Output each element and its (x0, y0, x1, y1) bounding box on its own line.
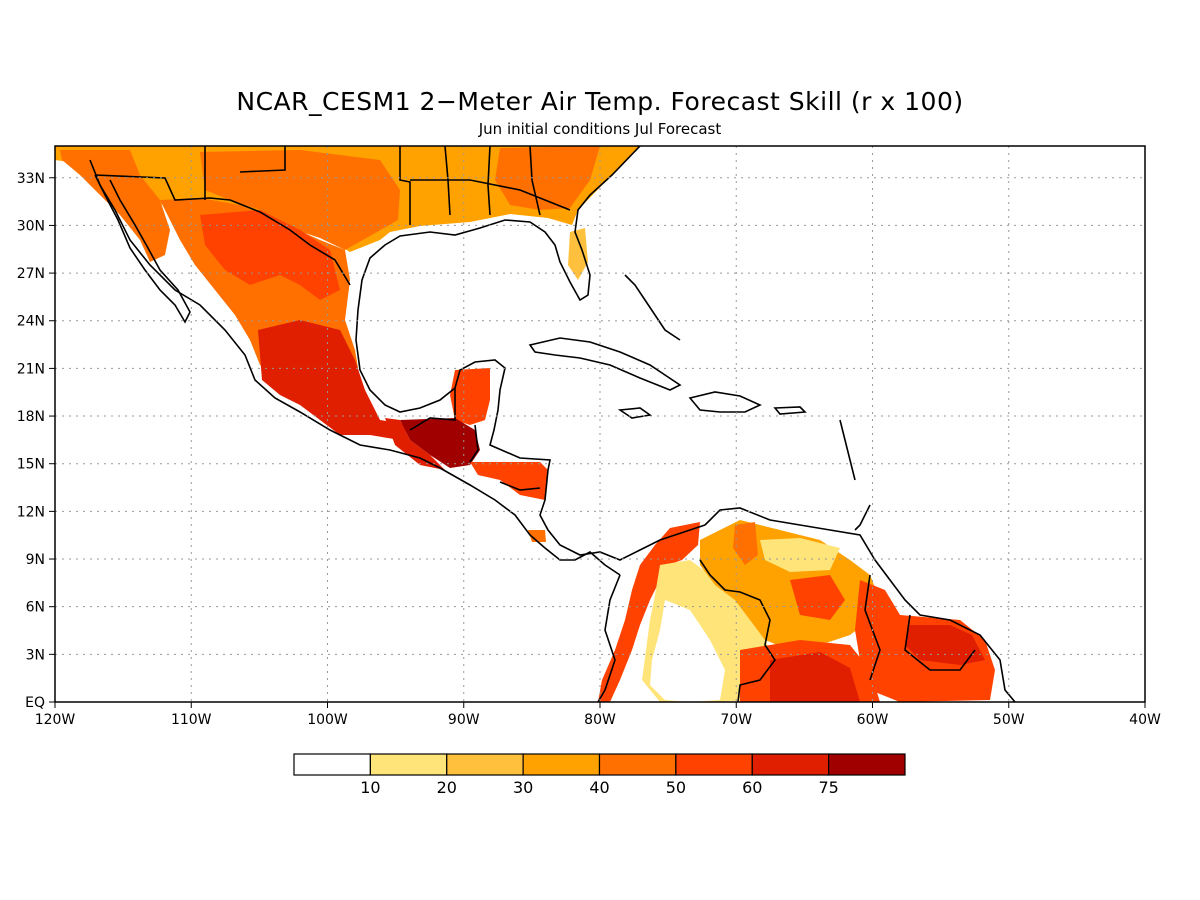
skill-region-guatemala-ring (385, 418, 445, 470)
y-tick-label: 15N (17, 457, 45, 473)
skill-region-suriname (905, 625, 985, 665)
skill-region-venezuela-north (760, 538, 840, 572)
y-tick-label: 33N (17, 171, 45, 187)
coastline-cuba (528, 337, 682, 391)
coastline-south-america-north (597, 507, 1016, 702)
coastline-baja (94, 174, 191, 324)
colorbar-swatch (675, 753, 753, 776)
skill-region-mexico-core (300, 335, 340, 378)
colorbar-swatch (522, 753, 601, 776)
skill-region-costa-rica (528, 530, 546, 542)
x-tick-label: 110W (171, 712, 212, 728)
colorbar-label: 60 (742, 778, 762, 797)
x-tick-label: 100W (307, 712, 348, 728)
colorbar-swatch (369, 753, 448, 776)
x-axis: 120W 110W 100W 90W 80W 70W 60W 50W 40W (35, 702, 1161, 728)
map-grid (55, 146, 1145, 702)
y-tick-label: 9N (26, 552, 45, 568)
skill-field (55, 146, 995, 702)
colorbar-swatch (598, 753, 677, 776)
coastline-antilles (839, 419, 871, 531)
skill-region-colombia-low (650, 600, 725, 702)
x-tick-label: 90W (448, 712, 480, 728)
coastline-jamaica (617, 407, 653, 419)
y-tick-label: 21N (17, 361, 45, 377)
map-subtitle: Jun initial conditions Jul Forecast (478, 120, 722, 138)
x-tick-label: 120W (35, 712, 76, 728)
colorbar-label: 10 (360, 778, 380, 797)
coastline-pacific-mexico (89, 159, 621, 576)
skill-region-sonora (60, 150, 170, 262)
border-us-states (204, 146, 571, 225)
y-tick-label: EQ (25, 695, 45, 711)
colorbar-label: 75 (818, 778, 838, 797)
colorbar-swatch (828, 753, 906, 776)
skill-region-southeast (495, 146, 600, 210)
skill-region-honduras (470, 462, 548, 500)
x-tick-label: 40W (1129, 712, 1161, 728)
coastlines (89, 146, 1016, 702)
x-tick-label: 70W (720, 712, 752, 728)
y-tick-label: 27N (17, 266, 45, 282)
colorbar-label: 50 (666, 778, 686, 797)
colorbar-swatch (751, 753, 830, 776)
skill-region-venezuela-core (733, 522, 758, 565)
map-title: NCAR_CESM1 2−Meter Air Temp. Forecast Sk… (236, 87, 963, 116)
colorbar-swatch (446, 753, 524, 776)
y-tick-label: 30N (17, 218, 45, 234)
y-tick-label: 18N (17, 409, 45, 425)
coastline-hispaniola (688, 391, 762, 413)
coastline-puerto-rico (773, 406, 807, 415)
x-tick-label: 50W (993, 712, 1025, 728)
colorbar-label: 30 (513, 778, 533, 797)
x-tick-label: 80W (584, 712, 616, 728)
coastline-gulf (355, 146, 641, 471)
border-central-america (409, 388, 541, 491)
coastline-central-america (539, 469, 706, 561)
coastline-bahamas (624, 274, 681, 341)
colorbar-label: 40 (589, 778, 609, 797)
border-venezuela-colombia (699, 559, 776, 702)
y-tick-label: 6N (26, 600, 45, 616)
y-tick-label: 3N (26, 647, 45, 663)
skill-region-colombia-west (598, 522, 700, 702)
skill-region-sierra-madre (200, 210, 340, 300)
border-us-mexico (94, 174, 351, 286)
skill-region-guatemala (400, 418, 480, 468)
y-tick-label: 24N (17, 314, 45, 330)
skill-region-amazon-core (770, 652, 860, 702)
y-tick-label: 12N (17, 504, 45, 520)
colorbar-label: 20 (437, 778, 457, 797)
skill-region-central-mexico (258, 320, 410, 440)
skill-region-yucatan (450, 368, 490, 425)
colorbar-swatch (293, 753, 371, 776)
y-axis: EQ 3N 6N 9N 12N 15N 18N 21N 24N 27N 30N 33N (17, 171, 55, 711)
skill-region-florida (568, 228, 588, 280)
skill-region-venezuela-center (790, 575, 845, 620)
x-tick-label: 60W (857, 712, 889, 728)
colorbar: 10 20 30 40 50 60 75 (293, 753, 906, 797)
